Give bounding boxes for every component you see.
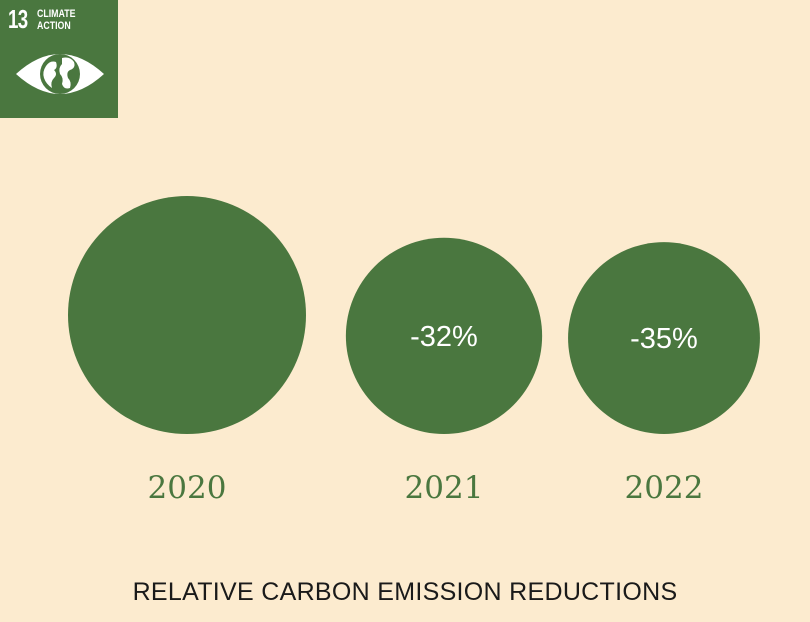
sdg-title: CLIMATE ACTION bbox=[37, 8, 85, 32]
sdg-title-line2: ACTION bbox=[37, 20, 71, 32]
year-label-2021: 2021 bbox=[405, 470, 484, 506]
bubble-2022 bbox=[568, 242, 760, 434]
bubble-2021 bbox=[345, 237, 543, 434]
chart-title: RELATIVE CARBON EMISSION REDUCTIONS bbox=[132, 578, 678, 606]
bubble-chart: 2020 -32% 2021 -35% 2022 bbox=[68, 196, 760, 506]
sdg-13-badge: 13 CLIMATE ACTION bbox=[0, 0, 118, 118]
sdg-title-line1: CLIMATE bbox=[37, 8, 76, 20]
year-label-2022: 2022 bbox=[625, 470, 704, 506]
eye-globe-icon bbox=[16, 54, 104, 94]
sdg-number: 13 bbox=[8, 4, 28, 34]
bubble-2020 bbox=[68, 196, 306, 434]
bubble-label-2022: -35% bbox=[630, 323, 698, 355]
bubble-label-2021: -32% bbox=[410, 321, 478, 353]
year-label-2020: 2020 bbox=[148, 470, 227, 506]
